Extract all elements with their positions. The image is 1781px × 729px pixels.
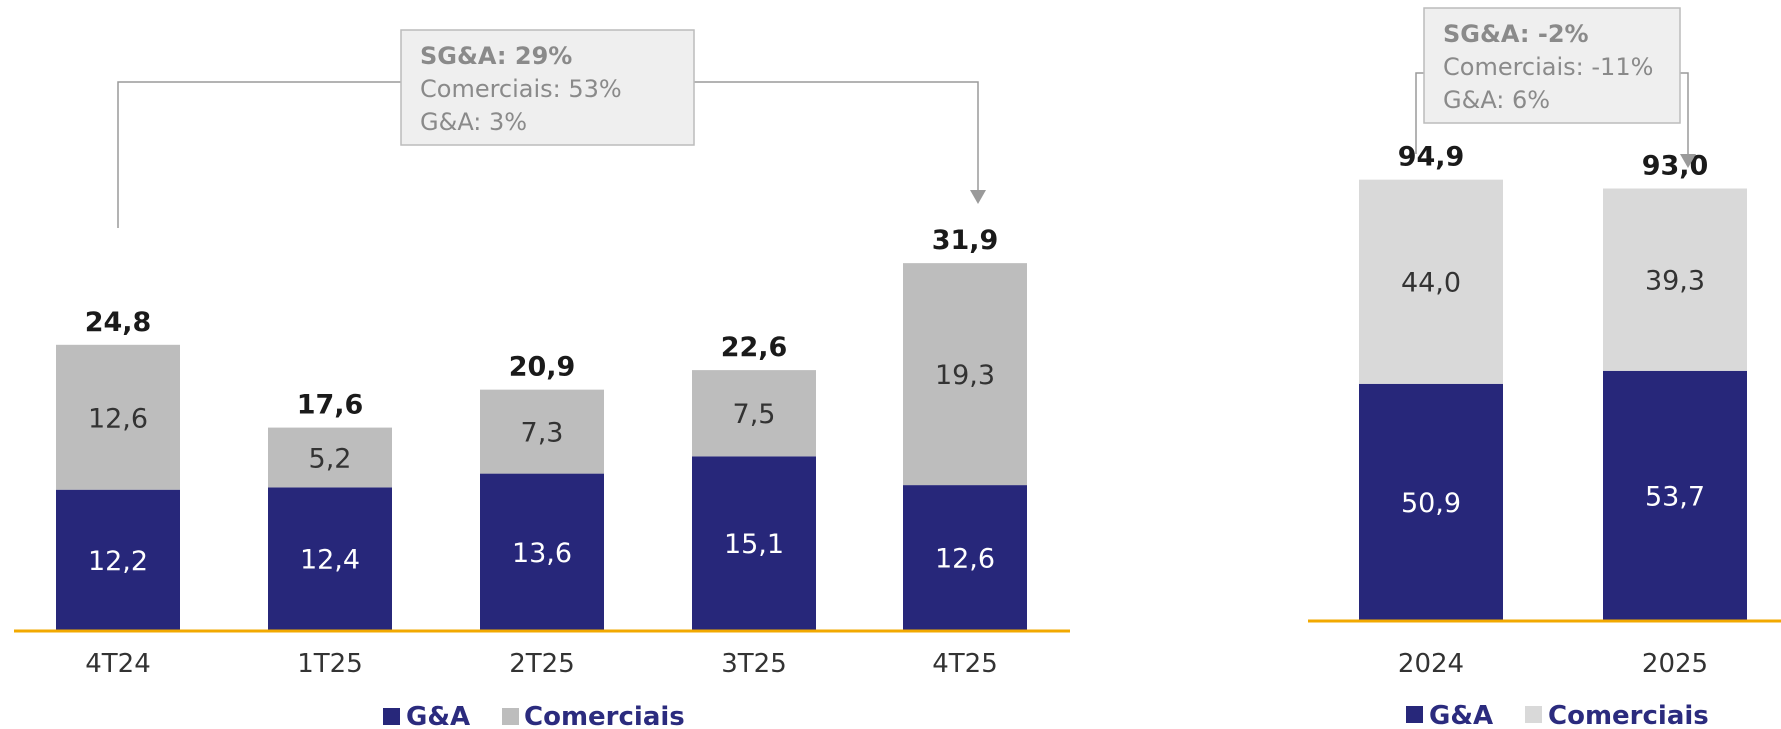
legend-comerciais-swatch <box>502 708 519 725</box>
annual-chart-panel: 50,9 44,0 94,9 53,7 39,3 93,0 2024 2025 SG&A: … <box>1308 7 1781 729</box>
quarterly-label-ga-2T25: 13,6 <box>512 538 572 569</box>
annual-label-comerciais-2025: 39,3 <box>1645 266 1705 297</box>
annual-label-comerciais-2024: 44,0 <box>1401 268 1461 299</box>
quarterly-tick-1T25: 1T25 <box>297 649 363 679</box>
annual-annotation: SG&A: -2% Comerciais: -11% G&A: 6% <box>1415 7 1696 168</box>
quarterly-label-ga-3T25: 15,1 <box>724 529 784 560</box>
legend-comerciais-label: Comerciais <box>524 702 685 729</box>
annual-bars: 50,9 44,0 94,9 53,7 39,3 93,0 <box>1359 142 1747 620</box>
quarterly-bar-ga-1T25 <box>268 487 392 630</box>
quarterly-bar-comerciais-4T25 <box>903 263 1027 486</box>
quarterly-bar-ga-4T24 <box>56 489 180 630</box>
quarterly-total-2T25: 20,9 <box>509 352 576 383</box>
legend-comerciais-label: Comerciais <box>1548 701 1709 729</box>
quarterly-label-comerciais-3T25: 7,5 <box>733 399 776 430</box>
quarterly-label-comerciais-1T25: 5,2 <box>309 444 352 475</box>
quarterly-bar-ga-4T25 <box>903 485 1027 630</box>
annual-bar-comerciais-2025 <box>1603 188 1747 371</box>
quarterly-connector-arrow <box>970 190 986 204</box>
annual-bar-ga-2025 <box>1603 370 1747 620</box>
quarterly-annotation-title: SG&A: 29% <box>420 42 572 70</box>
quarterly-total-4T25: 31,9 <box>932 225 999 256</box>
legend-ga-label: G&A <box>406 702 470 729</box>
annual-bar-ga-2024 <box>1359 383 1503 620</box>
quarterly-total-1T25: 17,6 <box>297 390 364 421</box>
quarterly-total-4T24: 24,8 <box>85 307 152 338</box>
legend-ga-swatch <box>1406 706 1423 723</box>
quarterly-annotation-comerciais: Comerciais: 53% <box>420 75 622 103</box>
quarterly-label-ga-1T25: 12,4 <box>300 545 360 576</box>
quarterly-legend: G&A Comerciais <box>383 702 685 729</box>
annual-annotation-box <box>1423 7 1681 124</box>
quarterly-annotation: SG&A: 29% Comerciais: 53% G&A: 3% <box>117 29 986 228</box>
annual-label-ga-2025: 53,7 <box>1645 481 1705 512</box>
annual-connector-arrow <box>1680 154 1696 168</box>
annual-tick-2025: 2025 <box>1642 649 1708 679</box>
quarterly-label-ga-4T24: 12,2 <box>88 546 148 577</box>
quarterly-bars: 12,2 12,6 24,8 12,4 5,2 17,6 13,6 7,3 20,9 15,1 7,… <box>56 225 1027 630</box>
quarterly-bar-ga-3T25 <box>692 456 816 630</box>
quarterly-bar-comerciais-2T25 <box>480 389 604 474</box>
quarterly-total-3T25: 22,6 <box>721 332 788 363</box>
quarterly-label-comerciais-2T25: 7,3 <box>521 418 564 449</box>
legend-ga-label: G&A <box>1429 701 1493 729</box>
quarterly-label-comerciais-4T24: 12,6 <box>88 403 148 434</box>
annual-bar-comerciais-2024 <box>1359 179 1503 384</box>
quarterly-x-ticks: 4T24 1T25 2T25 3T25 4T25 <box>85 649 998 679</box>
quarterly-tick-4T24: 4T24 <box>85 649 151 679</box>
quarterly-bar-comerciais-4T24 <box>56 344 180 490</box>
annual-tick-2024: 2024 <box>1398 649 1464 679</box>
annual-annotation-title: SG&A: -2% <box>1443 20 1589 48</box>
annual-total-2024: 94,9 <box>1398 142 1465 173</box>
annual-annotation-comerciais: Comerciais: -11% <box>1443 53 1653 81</box>
quarterly-annotation-ga: G&A: 3% <box>420 108 527 136</box>
annual-x-ticks: 2024 2025 <box>1398 649 1708 679</box>
quarterly-tick-2T25: 2T25 <box>509 649 575 679</box>
legend-ga-swatch <box>383 708 400 725</box>
legend-comerciais-swatch <box>1525 706 1542 723</box>
quarterly-label-comerciais-4T25: 19,3 <box>935 360 995 391</box>
annual-annotation-ga: G&A: 6% <box>1443 86 1550 114</box>
quarterly-tick-3T25: 3T25 <box>721 649 787 679</box>
annual-label-ga-2024: 50,9 <box>1401 488 1461 519</box>
quarterly-label-ga-4T25: 12,6 <box>935 544 995 575</box>
quarterly-bar-comerciais-3T25 <box>692 370 816 457</box>
quarterly-tick-4T25: 4T25 <box>932 649 998 679</box>
quarterly-bar-ga-2T25 <box>480 473 604 630</box>
quarterly-annotation-box <box>400 29 695 146</box>
annual-total-2025: 93,0 <box>1642 150 1709 181</box>
quarterly-bar-comerciais-1T25 <box>268 427 392 488</box>
annual-legend: G&A Comerciais <box>1406 701 1709 729</box>
quarterly-chart-panel: 12,2 12,6 24,8 12,4 5,2 17,6 13,6 7,3 20,9 15,1 7,… <box>14 29 1070 729</box>
